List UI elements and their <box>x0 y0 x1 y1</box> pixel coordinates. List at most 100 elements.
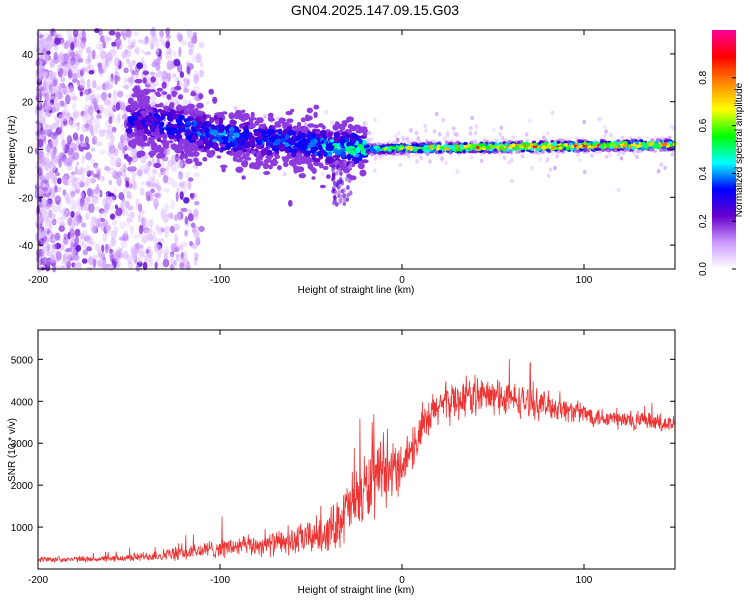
spectrogram-cell <box>69 85 73 94</box>
spectrogram-cell <box>608 152 612 158</box>
spectrogram-cell <box>122 84 130 90</box>
spectrogram-cell <box>620 135 625 140</box>
spectrogram-cell <box>178 171 184 180</box>
spectrogram-cell <box>256 117 261 122</box>
spectrogram-cell <box>132 181 137 189</box>
spectrogram-cell <box>190 92 197 97</box>
spectrogram-cell <box>58 114 65 122</box>
x-tick-label: -200 <box>28 275 48 286</box>
spectrogram-cell <box>160 167 166 173</box>
spectrogram-cell <box>164 101 169 106</box>
spectrogram-cell <box>48 187 54 193</box>
spectrogram-cell <box>235 150 243 157</box>
spectrogram-cell <box>64 40 71 46</box>
spectrogram-cell <box>194 201 200 206</box>
spectrogram-cell <box>99 104 104 114</box>
spectrogram-cell <box>360 159 369 164</box>
spectrogram-cell <box>80 75 84 83</box>
spectrogram-cell <box>192 54 196 64</box>
spectrogram-cell <box>619 150 624 154</box>
spectrogram-cell <box>90 158 96 164</box>
spectrogram-cell <box>180 129 187 133</box>
spectrogram-points <box>34 26 677 274</box>
spectrogram-cell <box>186 29 194 37</box>
spectrogram-cell <box>81 240 85 247</box>
spectrogram-cell <box>96 259 103 265</box>
spectrogram-cell <box>62 85 67 95</box>
spectrogram-cell <box>436 147 440 151</box>
spectrogram-cell <box>437 132 442 137</box>
spectrogram-cell <box>109 251 114 261</box>
spectrogram-cell <box>116 157 122 168</box>
spectrogram-cell <box>139 140 145 147</box>
spectrogram-cell <box>305 150 311 155</box>
spectrogram-cell <box>154 49 160 57</box>
spectrogram-cell <box>265 142 274 146</box>
spectrogram-cell <box>70 171 76 176</box>
spectrogram-cell <box>307 123 315 128</box>
spectrogram-cell <box>149 178 155 185</box>
spectrogram-cell <box>108 116 113 124</box>
spectrogram-cell <box>143 169 148 174</box>
spectrogram-cell <box>168 134 175 140</box>
spectrogram-cell <box>71 246 76 257</box>
spectrogram-cell <box>165 27 171 36</box>
spectrogram-cell <box>165 41 170 49</box>
spectrogram-cell <box>171 260 178 270</box>
spectrogram-cell <box>455 169 460 174</box>
spectrogram-cell <box>82 114 89 119</box>
spectrogram-cell <box>98 68 104 75</box>
spectrogram-cell <box>398 162 403 168</box>
spectrogram-cell <box>463 141 468 146</box>
spectrogram-cell <box>124 206 129 213</box>
spectrogram-cell <box>424 128 428 133</box>
spectrogram-cell <box>180 207 188 212</box>
spectrogram-cell <box>282 172 287 177</box>
spectrogram-cell <box>116 171 122 177</box>
spectrogram-cell <box>92 80 97 89</box>
spectrogram-cell <box>194 152 200 157</box>
spectrogram-cell <box>44 145 51 151</box>
spectrogram-cell <box>68 36 74 42</box>
spectrogram-cell <box>452 131 457 137</box>
spectrogram-cell <box>392 152 396 156</box>
spectrogram-cell <box>114 209 121 216</box>
spectrogram-cell <box>341 139 346 145</box>
spectrogram-cell <box>162 258 170 268</box>
spectrogram-cell <box>644 144 649 148</box>
spectrogram-cell <box>51 71 57 78</box>
spectrogram-cell <box>42 211 49 221</box>
spectrogram-cell <box>220 164 228 169</box>
spectrogram-cell <box>320 171 325 176</box>
colorbar-tick-label: 0.8 <box>698 70 709 84</box>
spectrogram-cell <box>89 222 93 227</box>
spectrogram-cell <box>49 124 53 133</box>
spectrogram-cell <box>79 91 83 97</box>
spectrogram-cell <box>107 265 111 271</box>
spectrogram-cell <box>163 188 170 193</box>
spectrogram-cell <box>474 124 479 129</box>
spectrogram-cell <box>79 181 85 188</box>
spectrogram-cell <box>659 162 664 167</box>
spectrogram-cell <box>110 134 115 143</box>
spectrogram-cell <box>400 151 405 155</box>
spectrogram-cell <box>148 37 155 46</box>
spectrogram-cell <box>367 130 372 136</box>
spectrogram-cell <box>41 117 46 124</box>
spectrogram-cell <box>50 157 56 167</box>
spectrogram-cell <box>520 149 525 153</box>
spectrogram-cell <box>186 77 190 87</box>
spectrogram-cell <box>220 143 227 148</box>
spectrogram-cell <box>508 145 513 149</box>
spectrogram-cell <box>170 124 178 128</box>
spectrogram-cell <box>126 191 132 199</box>
spectrogram-cell <box>254 120 260 126</box>
spectrogram-cell <box>53 138 59 148</box>
x-tick-label: 0 <box>399 575 405 586</box>
spectrogram-cell <box>181 40 187 46</box>
spectrogram-cell <box>413 148 418 152</box>
spectrogram-cell <box>310 146 319 152</box>
spectrogram-cell <box>151 175 156 186</box>
spectrogram-cell <box>81 154 85 164</box>
spectrogram-cell <box>507 139 512 144</box>
